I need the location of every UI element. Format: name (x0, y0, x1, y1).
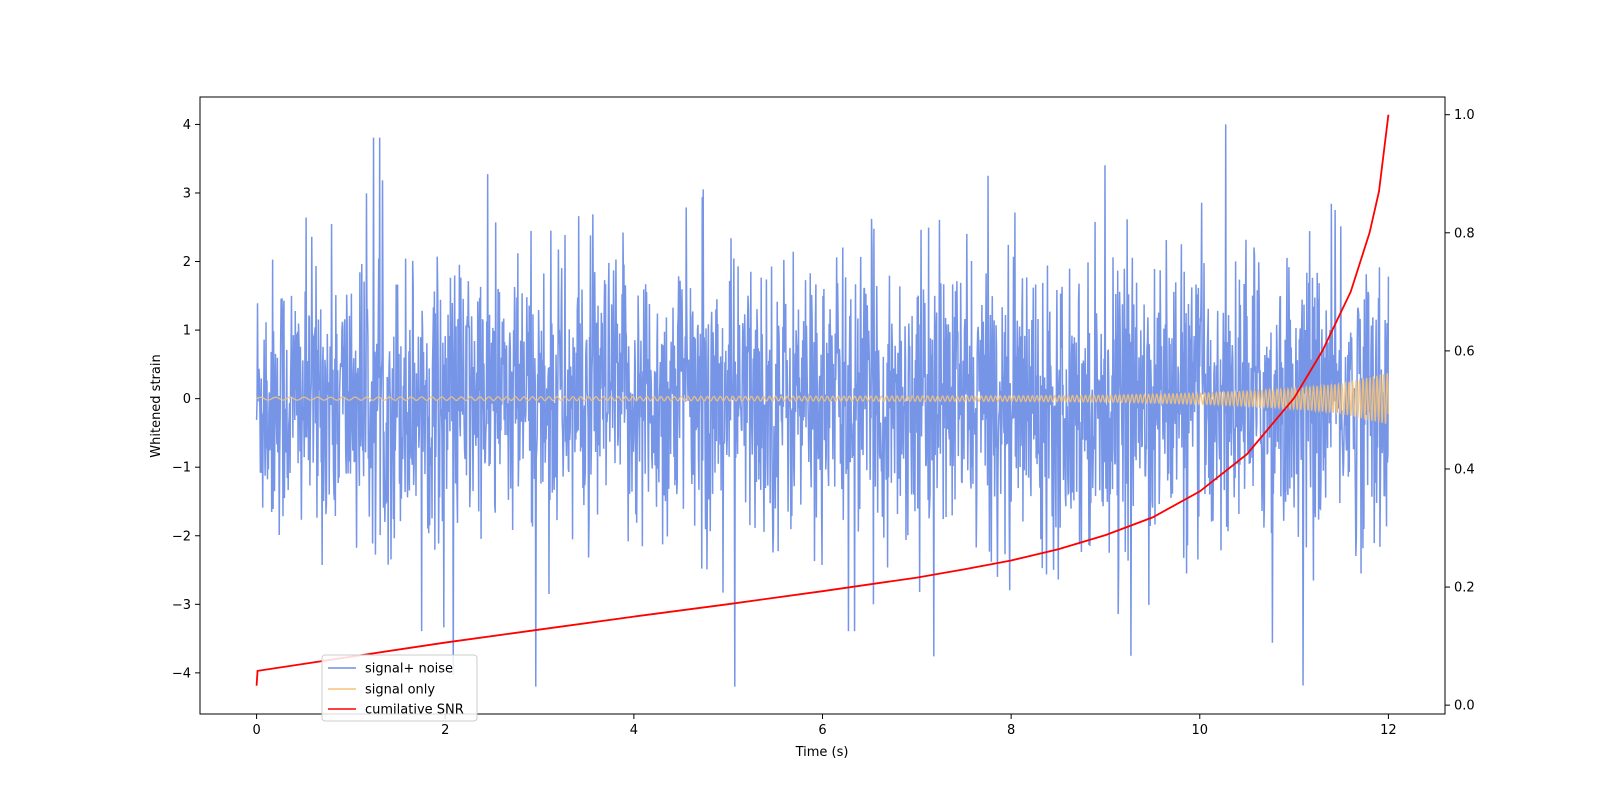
x-tick-label-0: 0 (252, 723, 260, 738)
x-tick-label-8: 8 (1007, 723, 1015, 738)
x-tick-label-10: 10 (1191, 723, 1208, 738)
legend: signal+ noise signal only cumilative SNR (321, 654, 478, 722)
y-tick-label-2: 2 (183, 255, 191, 270)
x-tick-label-2: 2 (441, 723, 449, 738)
y-tick-label--1: −1 (172, 461, 191, 476)
y2-tick-label-0.4: 0.4 (1454, 462, 1475, 477)
series-signal-only-line (256, 372, 1390, 424)
y-tick-label-3: 3 (183, 186, 191, 201)
x-tick-label-12: 12 (1380, 723, 1397, 738)
x-tick-label-6: 6 (818, 723, 826, 738)
y2-tick-label-0: 0.0 (1454, 699, 1475, 714)
y-axis-right: 0.0 0.2 0.4 0.6 0.8 1.0 (1445, 108, 1475, 714)
y-tick-label-0: 0 (183, 392, 191, 407)
y-tick-label--4: −4 (172, 666, 191, 681)
series-cumulative-snr-line (255, 114, 1390, 686)
y-tick-label-1: 1 (183, 324, 191, 339)
plot-area (255, 114, 1390, 687)
y2-tick-label-0.6: 0.6 (1454, 344, 1475, 359)
x-tick-label-4: 4 (630, 723, 638, 738)
series-signal-noise-line (255, 124, 1390, 687)
y-tick-label--3: −3 (172, 598, 191, 613)
y-axis-label: Whitened strain (149, 354, 164, 457)
y-tick-label--2: −2 (172, 529, 191, 544)
y-tick-label-4: 4 (183, 118, 191, 133)
x-axis: 0 2 4 6 8 10 12 (252, 714, 1397, 738)
legend-label-cumulative-snr: cumilative SNR (365, 703, 464, 718)
legend-label-signal-only: signal only (365, 683, 435, 698)
y-axis-left: −4 −3 −2 −1 0 1 2 3 4 (172, 118, 200, 681)
y2-tick-label-0.2: 0.2 (1454, 581, 1475, 596)
x-axis-label: Time (s) (795, 745, 849, 760)
legend-label-signal-noise: signal+ noise (365, 662, 453, 677)
y2-tick-label-0.8: 0.8 (1454, 226, 1475, 241)
legend-box (321, 654, 478, 722)
y2-tick-label-1: 1.0 (1454, 108, 1475, 123)
